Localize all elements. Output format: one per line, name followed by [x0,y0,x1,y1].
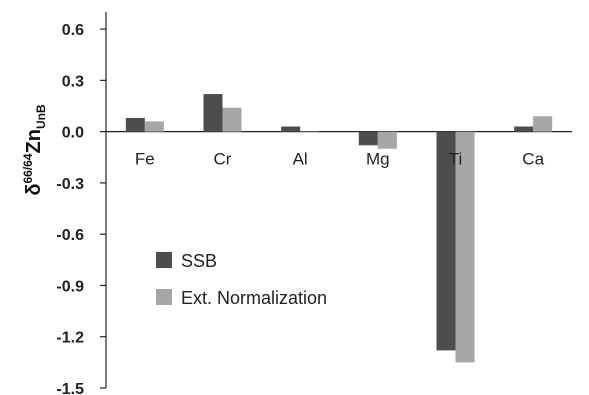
category-label: Cr [214,150,232,169]
bar-cr-ssb [203,94,223,132]
category-label: Al [293,150,308,169]
bar-mg-ext-normalization [377,131,397,149]
y-axis-title: δ66/64ZnUnB [21,104,48,196]
bar-fe-ext-normalization [144,121,164,132]
y-tick-label: -1.5 [56,381,84,395]
category-labels: Fe Cr Al Mg Ti Ca [135,150,545,169]
bar-ca-ext-normalization [533,116,553,132]
y-axis-ticks: 0.6 0.3 0.0 -0.3 -0.6 -0.9 -1.2 -1.5 [56,22,106,395]
category-label: Mg [366,150,390,169]
y-tick-label: 0.3 [62,73,84,90]
category-label: Fe [135,150,155,169]
y-tick-label: 0.0 [62,125,84,142]
legend-swatch [156,289,172,305]
y-tick-label: -0.3 [56,176,84,193]
legend: SSB Ext. Normalization [156,251,327,308]
y-tick-label: -1.2 [56,330,84,347]
legend-label: SSB [181,251,217,271]
bar-fe-ssb [125,117,145,132]
legend-swatch [156,252,172,268]
category-label: Ti [449,150,463,169]
y-tick-label: -0.9 [56,278,84,295]
y-axis-title-isotopes: 66/64 [21,153,35,183]
bar-ca-ssb [514,126,534,132]
legend-label: Ext. Normalization [181,288,327,308]
y-axis-title-element: Zn [23,129,45,153]
bar-ti-ext-normalization [455,131,475,363]
y-axis-title-standard: UnB [34,104,48,129]
category-label: Ca [522,150,544,169]
y-tick-label: 0.6 [62,22,84,39]
y-axis-title-delta: δ [23,184,45,196]
bar-mg-ssb [358,131,378,146]
bar-cr-ext-normalization [222,107,242,132]
bars [125,94,553,363]
svg-text:δ66/64ZnUnB: δ66/64ZnUnB [21,104,48,196]
bar-ti-ssb [436,131,456,351]
y-tick-label: -0.6 [56,227,84,244]
bar-al-ssb [281,126,301,132]
bar-al-ext-normalization [300,131,320,133]
